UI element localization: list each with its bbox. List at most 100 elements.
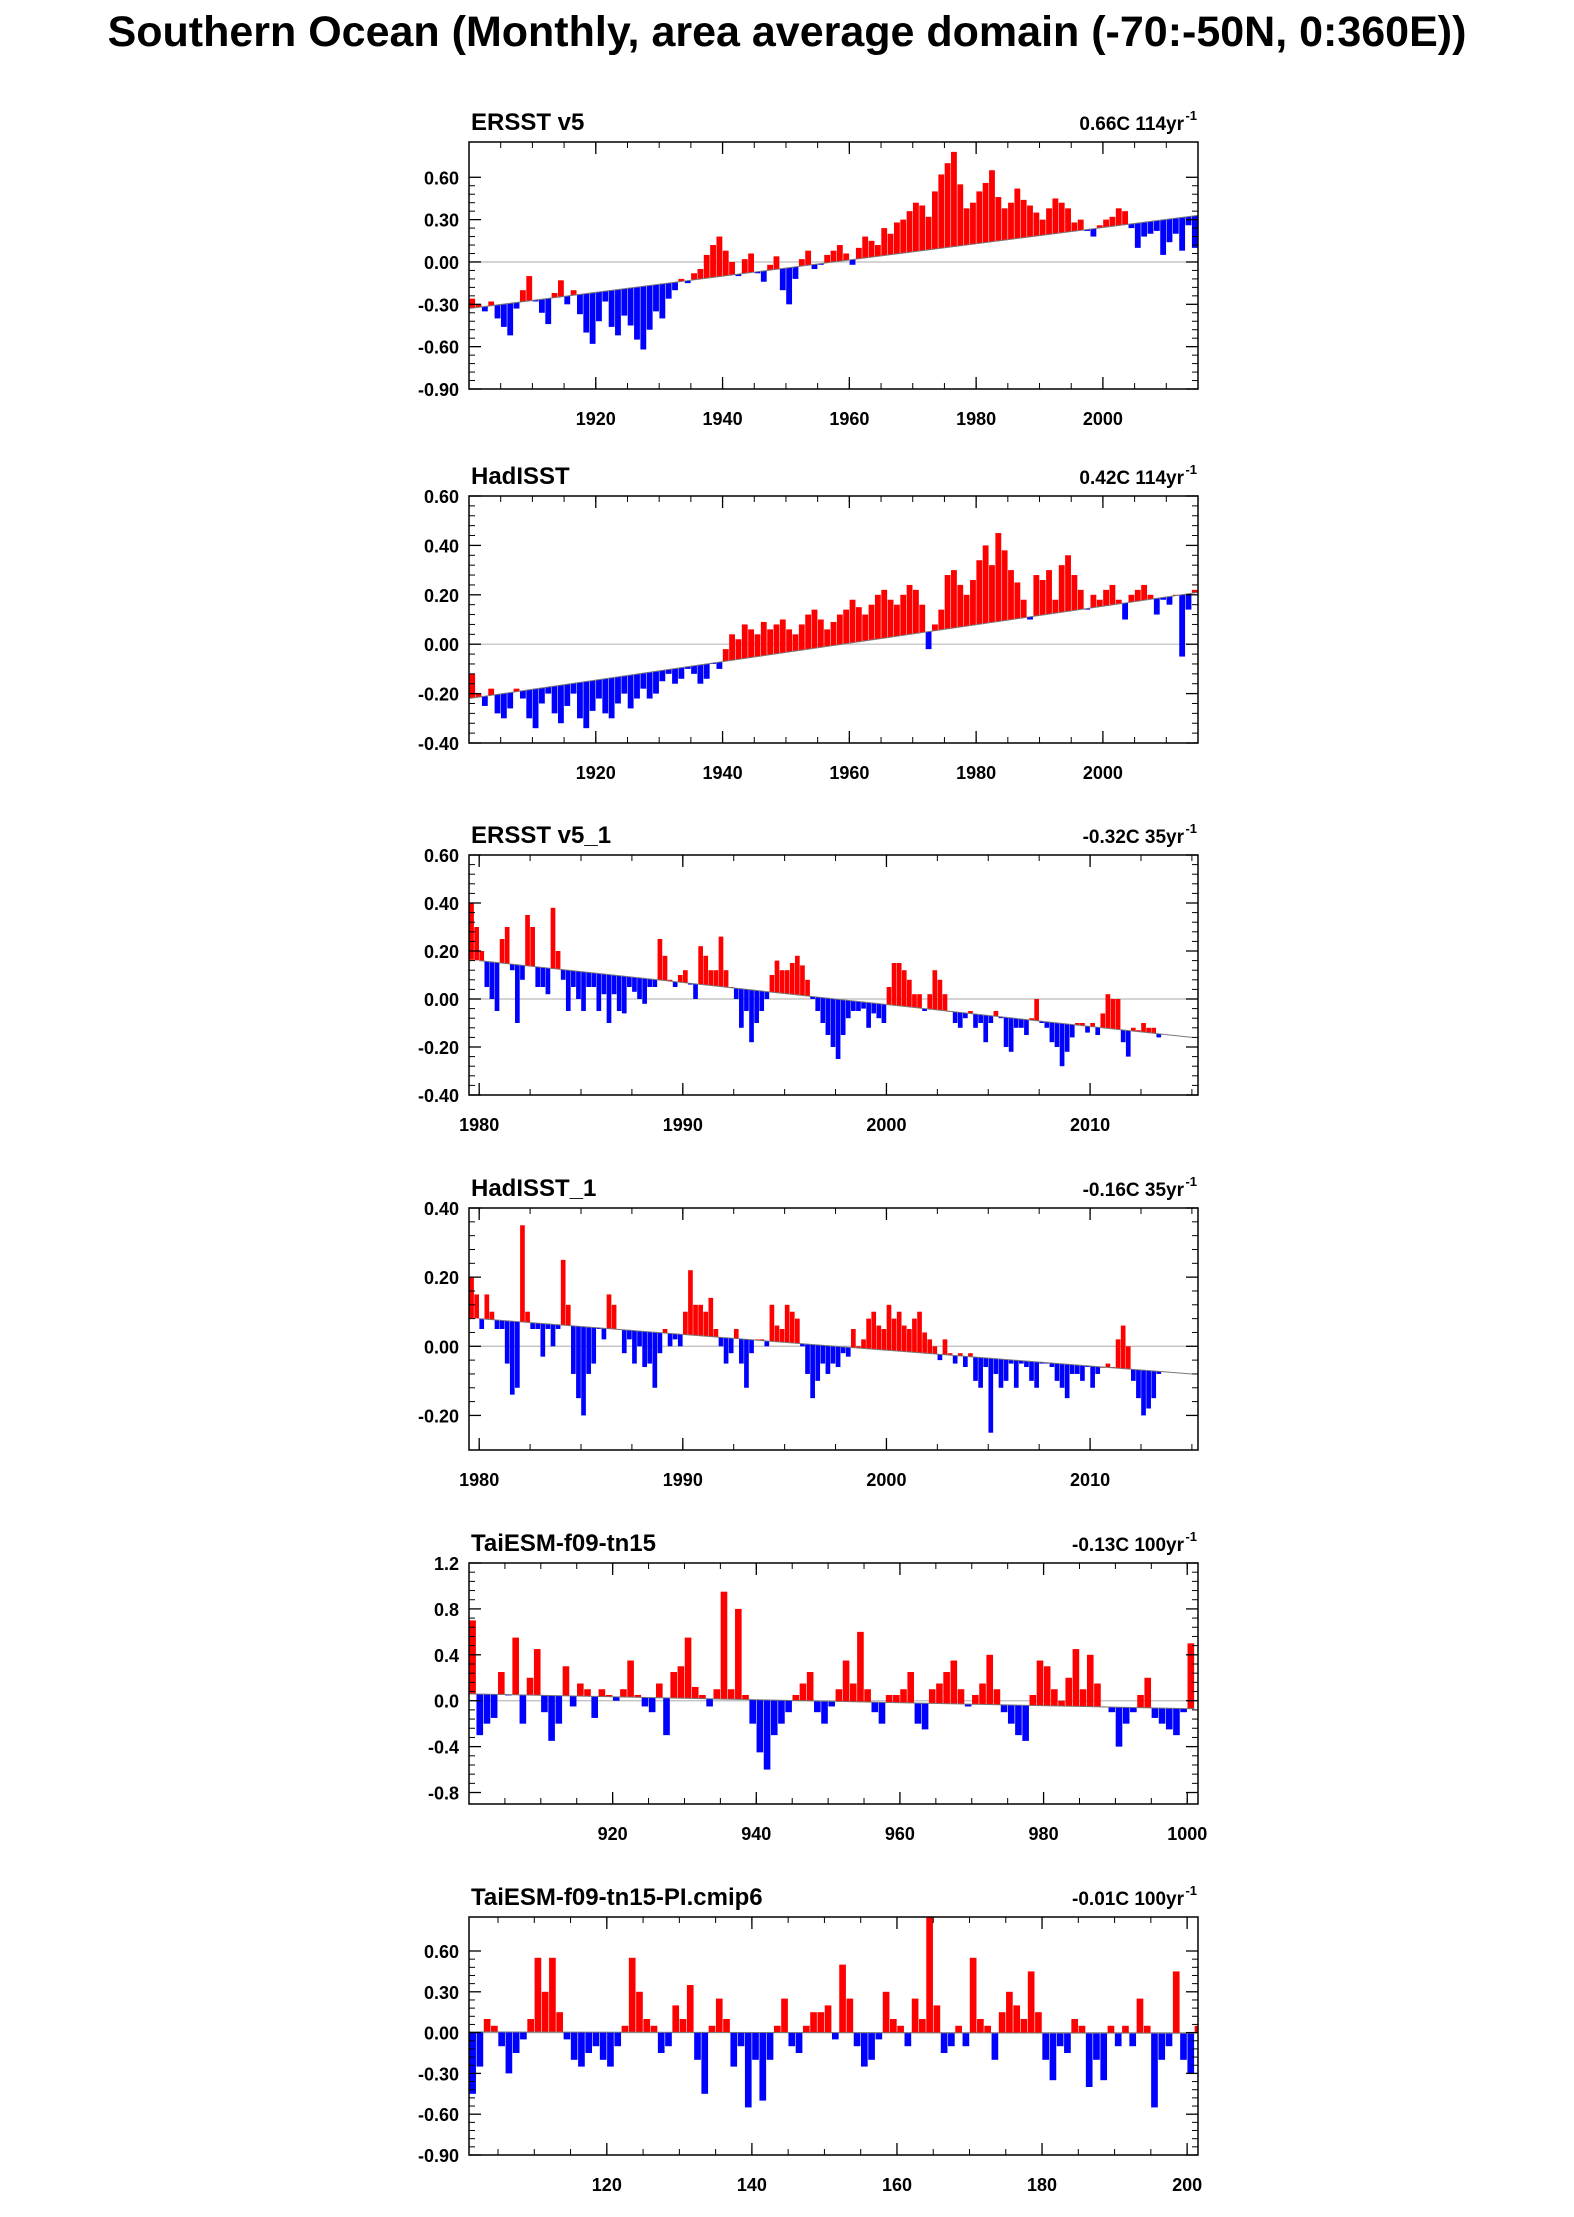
anomaly-bar-positive (896, 963, 902, 1006)
anomaly-bar-positive (887, 233, 894, 255)
anomaly-bar-positive (896, 1311, 902, 1352)
anomaly-bar-negative (672, 1333, 678, 1340)
anomaly-bar-negative (754, 990, 759, 1023)
anomaly-bar-positive (824, 629, 831, 647)
anomaly-bar-negative (1084, 608, 1090, 610)
anomaly-bar-negative (744, 1339, 749, 1388)
anomaly-bar-positive (698, 1304, 703, 1336)
anomaly-bar-positive (874, 245, 881, 257)
anomaly-bar-positive (710, 245, 716, 278)
anomaly-bar-negative (1000, 1704, 1008, 1713)
anomaly-bar-positive (784, 970, 790, 994)
anomaly-bar-negative (663, 1697, 670, 1736)
anomaly-bar-positive (722, 250, 729, 276)
anomaly-bar-positive (556, 2012, 564, 2033)
anomaly-bar-negative (778, 1700, 785, 1724)
anomaly-bar-positive (1008, 570, 1014, 620)
anomaly-bar-positive (928, 1689, 936, 1704)
anomaly-bar-positive (917, 994, 922, 1009)
anomaly-bar-positive (703, 254, 710, 279)
anomaly-bar-negative (526, 689, 533, 719)
trend-line (479, 960, 1192, 1038)
anomaly-bar-positive (760, 621, 767, 656)
anomaly-bar-negative (640, 673, 647, 689)
anomaly-bar-negative (1179, 217, 1186, 251)
anomaly-bar-positive (919, 604, 926, 633)
anomaly-bar-positive (558, 280, 564, 297)
anomaly-bar-negative (1064, 1364, 1070, 1399)
anomaly-bar-negative (653, 284, 659, 312)
anomaly-bar-positive (824, 2005, 832, 2033)
anomaly-bar-positive (950, 1660, 958, 1704)
trend-label-exponent: -1 (1185, 1883, 1197, 1898)
anomaly-bar-negative (1044, 1021, 1050, 1028)
anomaly-bar-positive (479, 951, 485, 961)
anomaly-bar-negative (481, 306, 488, 312)
x-tick-label: 1980 (459, 1470, 499, 1490)
anomaly-bar-negative (1019, 1360, 1024, 1364)
anomaly-bar-positive (488, 688, 495, 696)
anomaly-bar-negative (835, 999, 841, 1059)
anomaly-bar-positive (817, 2012, 825, 2033)
anomaly-bar-negative (875, 2032, 883, 2040)
anomaly-bar-positive (691, 1686, 699, 1699)
anomaly-bar-positive (627, 1660, 634, 1698)
anomaly-bar-negative (1158, 1708, 1166, 1724)
anomaly-bar-positive (1115, 999, 1121, 1030)
anomaly-bar-positive (1014, 188, 1021, 239)
y-tick-label: -0.40 (418, 1086, 459, 1106)
anomaly-bar-positive (968, 1353, 973, 1357)
anomaly-bar-positive (1146, 1027, 1151, 1033)
anomaly-bar-negative (490, 1694, 498, 1718)
anomaly-bar-positive (1187, 1643, 1195, 1709)
anomaly-bar-positive (942, 994, 948, 1011)
anomaly-bar-negative (550, 1324, 556, 1347)
y-tick-label: -0.4 (428, 1738, 459, 1758)
anomaly-bar-negative (591, 972, 597, 987)
anomaly-bar-positive (1029, 1018, 1034, 1021)
anomaly-bar-negative (494, 304, 501, 319)
anomaly-bar-negative (814, 1700, 821, 1713)
anomaly-bar-positive (534, 1957, 542, 2033)
anomaly-bar-negative (1024, 1019, 1029, 1035)
anomaly-bar-negative (737, 2032, 745, 2047)
anomaly-bar-positive (1058, 1700, 1065, 1707)
anomaly-bar-negative (548, 1695, 555, 1741)
anomaly-bar-positive (926, 1917, 933, 2033)
anomaly-bar-negative (1185, 593, 1192, 610)
anomaly-bar-positive (1077, 589, 1084, 610)
anomaly-bar-positive (995, 197, 1002, 241)
x-tick-label: 2010 (1070, 1470, 1110, 1490)
anomaly-bar-negative (991, 2032, 999, 2060)
anomaly-bar-positive (1071, 222, 1078, 232)
anomaly-bar-positive (970, 579, 976, 626)
anomaly-bar-negative (825, 1345, 831, 1374)
anomaly-bar-negative (744, 2032, 752, 2108)
anomaly-bar-negative (1015, 1705, 1022, 1736)
anomaly-bar-negative (494, 962, 500, 1011)
anomaly-bar-positive (885, 1694, 893, 1703)
anomaly-bar-positive (620, 1689, 627, 1698)
anomaly-bar-positive (729, 261, 735, 275)
anomaly-bar-negative (831, 2032, 839, 2040)
anomaly-bar-negative (483, 1694, 491, 1724)
anomaly-bar-negative (735, 274, 742, 277)
anomaly-bar-positive (560, 1259, 566, 1326)
anomaly-bar-positive (855, 607, 862, 642)
anomaly-bar-positive (1096, 599, 1103, 607)
anomaly-bar-positive (662, 955, 668, 981)
anomaly-bar-negative (505, 2031, 513, 2074)
anomaly-bar-negative (1059, 1023, 1065, 1067)
anomaly-bar-positive (900, 219, 907, 254)
anomaly-bar-negative (614, 2032, 622, 2047)
anomaly-bar-positive (1065, 555, 1071, 612)
anomaly-bar-negative (540, 1323, 546, 1357)
anomaly-bar-positive (811, 609, 818, 649)
anomaly-bar-positive (849, 599, 856, 643)
anomaly-bar-negative (691, 665, 697, 674)
anomaly-bar-positive (890, 2019, 897, 2033)
anomaly-bar-positive (906, 211, 913, 253)
anomaly-bar-positive (806, 1672, 814, 1701)
anomaly-bar-positive (683, 970, 688, 983)
anomaly-bar-negative (805, 1344, 810, 1374)
